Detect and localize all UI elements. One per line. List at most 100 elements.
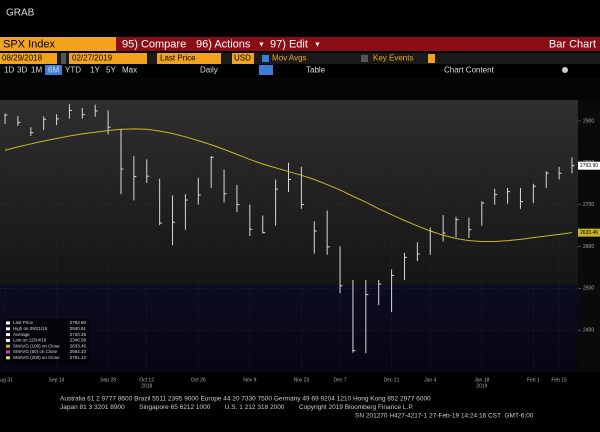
price-bar (378, 279, 382, 306)
y-tick-label: 2900 (583, 118, 594, 124)
price-bar (468, 217, 472, 239)
price-bar (391, 269, 395, 313)
price-bar (288, 162, 291, 193)
checkbox[interactable] (361, 55, 368, 62)
x-tick-label: Sep 28 (100, 377, 116, 383)
legend-swatch (6, 327, 10, 331)
price-bar (275, 179, 279, 226)
edit-button[interactable]: 97) Edit (270, 38, 308, 50)
period-button[interactable]: 1Y (90, 66, 100, 75)
chart-type-icon[interactable] (259, 65, 273, 75)
price-bar (532, 183, 536, 203)
legend-swatch (6, 333, 10, 337)
period-button[interactable]: 6M (48, 66, 59, 75)
price-bar (571, 157, 575, 174)
moving-average-line (4, 128, 573, 242)
legend-label: Average (13, 332, 30, 337)
end-field[interactable] (69, 53, 147, 64)
price-bar (519, 187, 523, 209)
actions-button[interactable]: 96) Actions (196, 38, 251, 50)
start-field[interactable] (0, 53, 57, 64)
footer: Australia 61 2 9777 8600 Brazil 5511 239… (60, 396, 534, 420)
x-tick-label: Sep 14 (49, 377, 65, 383)
checkbox[interactable] (262, 55, 269, 62)
table-button[interactable]: Table (306, 66, 326, 75)
legend-value: 2720.35 (70, 332, 87, 337)
price-bar (416, 242, 420, 262)
currency[interactable]: USD (234, 54, 251, 63)
frequency[interactable]: Daily (200, 66, 218, 75)
footer-line: Japan 81 3 3201 8900 Singapore 65 6212 1… (60, 404, 414, 411)
legend-value: 2346.58 (70, 338, 87, 343)
price-bar (43, 116, 47, 131)
currency-select[interactable] (232, 53, 254, 64)
compare-button[interactable]: 95) Compare (122, 38, 186, 50)
x-tick-label: Dec 21 (384, 377, 400, 383)
security[interactable]: SPX Index (3, 38, 55, 50)
price-tag (578, 161, 600, 170)
price-bar (236, 184, 240, 213)
period-button[interactable]: YTD (65, 66, 81, 75)
period-button[interactable]: 1D (4, 66, 14, 75)
price-bar (313, 221, 317, 254)
toolbar-bg (0, 37, 600, 51)
legend-value: 2940.91 (70, 326, 87, 331)
year-label: 2019 (476, 383, 487, 389)
chart-content-button[interactable]: Chart Content (444, 66, 495, 75)
price-bar (30, 127, 34, 136)
chart-top (0, 78, 600, 100)
legend-swatch (6, 356, 10, 360)
y-tick-label: 2600 (583, 244, 594, 250)
legend-label: Low on 12/24/18 (13, 338, 47, 343)
price-bar (339, 246, 343, 294)
price-bar (558, 166, 562, 180)
price-bar (184, 194, 188, 230)
legend-value: 2654.10 (70, 349, 87, 354)
end-date[interactable]: 02/27/2019 (72, 54, 113, 63)
period-button[interactable]: 3D (17, 66, 27, 75)
legend-value: 2633.46 (70, 343, 87, 348)
price-bar (120, 129, 124, 195)
view-name: Bar Chart (549, 38, 596, 50)
field-select[interactable] (157, 53, 221, 64)
period-button[interactable]: 1M (31, 66, 42, 75)
price-bar (17, 115, 21, 126)
settings-icon[interactable] (562, 67, 568, 73)
period-buttons: 1D 3D 1M 6M YTD 1Y 5Y Max (4, 65, 137, 75)
period-button[interactable]: 5Y (106, 66, 116, 75)
price-bar (172, 195, 176, 246)
price-bar (56, 114, 60, 126)
price-bar (352, 279, 356, 353)
key-events[interactable]: Key Events (373, 54, 413, 63)
price-bar (4, 113, 8, 124)
legend-swatch (6, 350, 10, 354)
price-bar (507, 187, 511, 204)
price-bar (326, 210, 330, 255)
settings-bar (0, 53, 600, 64)
security-field[interactable] (0, 37, 116, 51)
info-icon[interactable] (428, 54, 435, 63)
window-title: GRAB (6, 8, 35, 19)
start-date[interactable]: 08/29/2018 (2, 54, 43, 63)
price-bar (300, 166, 304, 209)
x-tick-label: Aug 31 (0, 377, 13, 383)
price-bar (455, 216, 459, 238)
period-button[interactable]: Max (122, 66, 137, 75)
legend-label: High on 09/21/18 (13, 326, 48, 331)
legend-swatch (6, 338, 10, 342)
price-tag (578, 228, 600, 237)
price-bar (133, 156, 137, 201)
x-tick-label: Jan 18 (474, 377, 489, 383)
field[interactable]: Last Price (160, 54, 196, 63)
footer-line: SN 201270 H427-4217-1 27-Feb-19 14:24:16… (355, 413, 534, 420)
price-bar (365, 279, 369, 354)
x-tick-label: Jan 4 (424, 377, 436, 383)
price-bar (81, 107, 85, 119)
calendar-icon[interactable] (61, 53, 66, 64)
legend-label: SMAVG (100) on Close (13, 343, 60, 348)
price-bar (159, 178, 163, 226)
year-label: 2018 (141, 383, 152, 389)
mov-avgs[interactable]: Mov Avgs (272, 54, 307, 63)
price-bar (403, 252, 407, 280)
